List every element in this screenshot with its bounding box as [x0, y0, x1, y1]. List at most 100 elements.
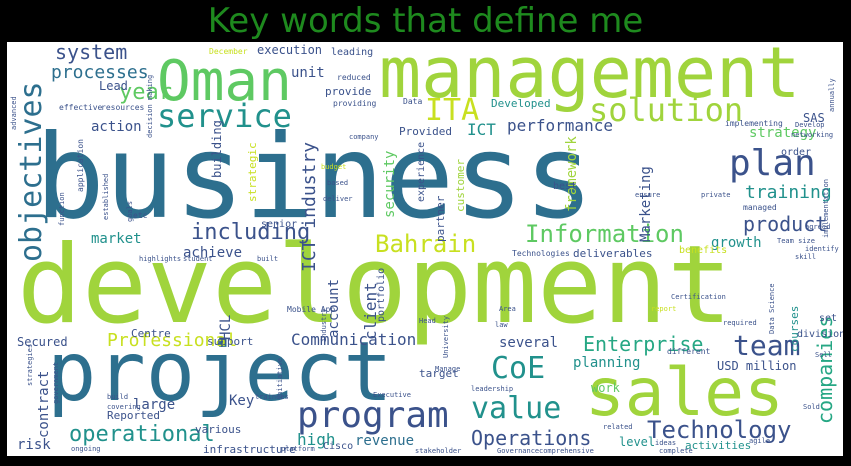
- word-budget: budget: [321, 163, 347, 171]
- word-portfolio: portfolio: [376, 267, 387, 322]
- word-year: year: [119, 80, 172, 105]
- word-report: report: [651, 305, 677, 313]
- word-government: government: [52, 361, 60, 404]
- page-title: Key words that define me: [207, 1, 644, 41]
- word-high: high: [297, 430, 336, 449]
- word-trainees: trainees: [255, 393, 289, 401]
- word-established: established: [102, 173, 110, 220]
- word-cloud: business development management project …: [7, 42, 843, 456]
- word-networking: networking: [791, 131, 834, 139]
- word-planning: planning: [573, 355, 641, 371]
- word-annually: annually: [828, 78, 836, 112]
- word-ita: ITA: [425, 93, 480, 128]
- word-target: target: [419, 367, 459, 380]
- word-mobile-app: Mobile App: [287, 305, 336, 314]
- word-best: best: [553, 181, 578, 192]
- word-team: team: [733, 329, 801, 362]
- word-managed: managed: [743, 203, 777, 212]
- word-ensure: ensure: [635, 191, 661, 199]
- word-revenue: revenue: [355, 433, 415, 449]
- word-data-science: Data Science: [768, 283, 776, 334]
- word-develop: Develop: [795, 121, 825, 129]
- word-sales: sales: [585, 354, 784, 431]
- word-agreed: agreed: [805, 223, 831, 231]
- word-project: project: [47, 325, 393, 420]
- word-executive: Executive: [373, 391, 411, 399]
- word-identify: identify: [805, 245, 839, 253]
- word-ideas: ideas: [655, 439, 677, 447]
- word-infrastructure: infrastructure: [203, 443, 296, 456]
- word-level: level: [619, 435, 656, 449]
- word-deliverables: deliverables: [573, 247, 653, 260]
- word-plan: plan: [729, 143, 816, 184]
- word-several: several: [499, 335, 559, 351]
- word-marketing: Marketing: [638, 166, 654, 242]
- word-sold: Sold: [803, 403, 820, 411]
- word-ict-top: ICT: [467, 120, 496, 139]
- word-reported: Reported: [107, 409, 160, 422]
- word-communication: Communication: [291, 330, 417, 349]
- word-building: building: [210, 120, 224, 178]
- word-enterprise: Enterprise: [583, 332, 704, 356]
- word-covering: covering: [107, 403, 141, 411]
- word-achieve: achieve: [183, 245, 243, 261]
- word-technologies: Technologies: [512, 249, 570, 258]
- word-work: work: [591, 381, 620, 395]
- word-various: various: [195, 423, 242, 436]
- word-related: related: [603, 423, 633, 431]
- word-usd-million: USD million: [717, 359, 797, 373]
- word-solution: solution: [589, 91, 744, 129]
- word-secured: Secured: [17, 335, 68, 349]
- word-unit: unit: [291, 65, 325, 81]
- word-system: system: [55, 42, 128, 64]
- word-industry: industry: [320, 308, 328, 342]
- word-provided: Provided: [399, 125, 452, 138]
- word-leadership: leadership: [471, 385, 514, 393]
- word-stakeholder: stakeholder: [415, 447, 462, 455]
- word-built: built: [257, 255, 279, 263]
- word-decision-making: decision making: [146, 74, 154, 138]
- word-university: University: [442, 315, 450, 358]
- word-development: development: [17, 223, 733, 348]
- word-objectives: objectives: [14, 81, 49, 262]
- word-developed: Developed: [491, 97, 551, 110]
- word-agile: agile: [749, 437, 771, 445]
- word-manage: Manage: [435, 365, 461, 373]
- word-service: service: [157, 97, 292, 135]
- word-law: law: [495, 321, 508, 329]
- word-student: student: [183, 255, 213, 263]
- word-performance: performance: [507, 116, 613, 135]
- word-implementing: implementing: [725, 119, 783, 128]
- word-governance: Governance: [497, 447, 540, 455]
- word-division: division: [797, 329, 843, 340]
- word-large: large: [133, 397, 176, 413]
- word-coe: CoE: [491, 351, 546, 386]
- word-partner: partner: [434, 195, 447, 242]
- word-highlights: highlights: [139, 255, 182, 263]
- word-strategic: strategic: [246, 142, 259, 202]
- word-based: based: [327, 179, 349, 187]
- word-oman: Oman: [157, 49, 292, 114]
- word-advanced: advanced: [10, 96, 18, 130]
- word-activities: activities: [685, 439, 752, 452]
- word-comprehensive: comprehensive: [539, 447, 594, 455]
- word-operations: Operations: [471, 426, 592, 450]
- word-senior: senior: [261, 219, 298, 230]
- word-function: function: [58, 192, 66, 226]
- word-effective: effective: [59, 103, 103, 112]
- word-set: set: [819, 313, 838, 324]
- word-different: different: [667, 347, 711, 356]
- word-data: Data: [403, 97, 423, 106]
- word-support: support: [207, 335, 254, 348]
- word-sell: Sell: [815, 351, 832, 359]
- word-training: training: [745, 182, 832, 203]
- word-value: value: [471, 391, 562, 426]
- word-resources: resources: [101, 103, 145, 112]
- word-company: company: [349, 133, 379, 141]
- word-security: security: [382, 150, 398, 218]
- word-application: application: [76, 139, 85, 192]
- word-etc: etc: [133, 211, 148, 220]
- word-platform: platform: [281, 445, 315, 453]
- word-ict-industry: ICT industry: [299, 141, 320, 272]
- word-december: December: [209, 47, 248, 56]
